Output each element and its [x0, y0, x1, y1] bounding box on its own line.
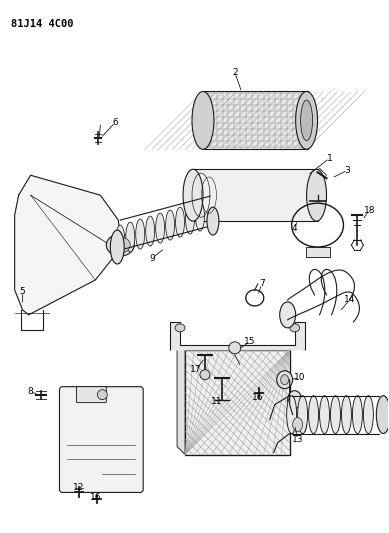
Ellipse shape: [196, 201, 205, 231]
Ellipse shape: [307, 169, 326, 221]
Text: 1: 1: [327, 154, 332, 163]
Ellipse shape: [281, 375, 289, 385]
Bar: [185, 350, 290, 455]
Text: 10: 10: [294, 373, 305, 382]
Ellipse shape: [331, 395, 340, 433]
Bar: [203, 92, 308, 149]
FancyBboxPatch shape: [60, 386, 143, 492]
Ellipse shape: [352, 395, 363, 433]
Text: 5: 5: [20, 287, 26, 296]
Ellipse shape: [97, 390, 107, 400]
Text: 15: 15: [244, 337, 256, 346]
Ellipse shape: [136, 219, 145, 249]
Text: 17: 17: [190, 365, 202, 374]
Polygon shape: [15, 175, 120, 315]
Text: 4: 4: [292, 224, 298, 232]
Text: 6: 6: [112, 118, 118, 127]
Polygon shape: [170, 322, 305, 350]
Ellipse shape: [287, 395, 297, 433]
Ellipse shape: [200, 370, 210, 379]
Ellipse shape: [277, 371, 293, 389]
Ellipse shape: [175, 324, 185, 332]
Ellipse shape: [106, 234, 134, 256]
Ellipse shape: [319, 395, 329, 433]
Ellipse shape: [229, 342, 241, 354]
Ellipse shape: [183, 169, 203, 221]
Ellipse shape: [301, 100, 313, 141]
FancyBboxPatch shape: [76, 386, 106, 402]
Ellipse shape: [116, 225, 125, 255]
Text: 9: 9: [149, 254, 155, 263]
Text: 8: 8: [28, 387, 33, 396]
Ellipse shape: [175, 207, 184, 237]
Ellipse shape: [376, 395, 389, 433]
Ellipse shape: [293, 417, 303, 432]
Text: 14: 14: [344, 295, 355, 304]
Ellipse shape: [363, 395, 373, 433]
Text: 7: 7: [259, 279, 265, 288]
Ellipse shape: [110, 237, 130, 253]
Ellipse shape: [280, 302, 296, 328]
Text: 81J14 4C00: 81J14 4C00: [11, 19, 73, 29]
Ellipse shape: [110, 230, 124, 264]
Ellipse shape: [290, 324, 300, 332]
Text: 2: 2: [232, 68, 238, 77]
Text: 18: 18: [364, 206, 375, 215]
Ellipse shape: [166, 210, 175, 240]
Bar: [306, 247, 329, 257]
Ellipse shape: [156, 213, 165, 243]
Ellipse shape: [126, 222, 135, 252]
Ellipse shape: [296, 92, 317, 149]
Ellipse shape: [192, 92, 214, 149]
Ellipse shape: [289, 414, 307, 435]
Text: 16: 16: [89, 493, 101, 502]
Ellipse shape: [298, 395, 308, 433]
Text: 13: 13: [292, 435, 303, 444]
Bar: [193, 169, 317, 221]
Ellipse shape: [207, 207, 219, 235]
Text: 3: 3: [345, 166, 350, 175]
Text: 11: 11: [211, 397, 223, 406]
Text: 12: 12: [73, 483, 84, 492]
Ellipse shape: [288, 391, 301, 409]
Text: 16: 16: [252, 393, 263, 402]
Ellipse shape: [308, 395, 319, 433]
Polygon shape: [177, 342, 185, 455]
Ellipse shape: [145, 216, 155, 246]
Ellipse shape: [342, 395, 351, 433]
Ellipse shape: [186, 204, 194, 234]
